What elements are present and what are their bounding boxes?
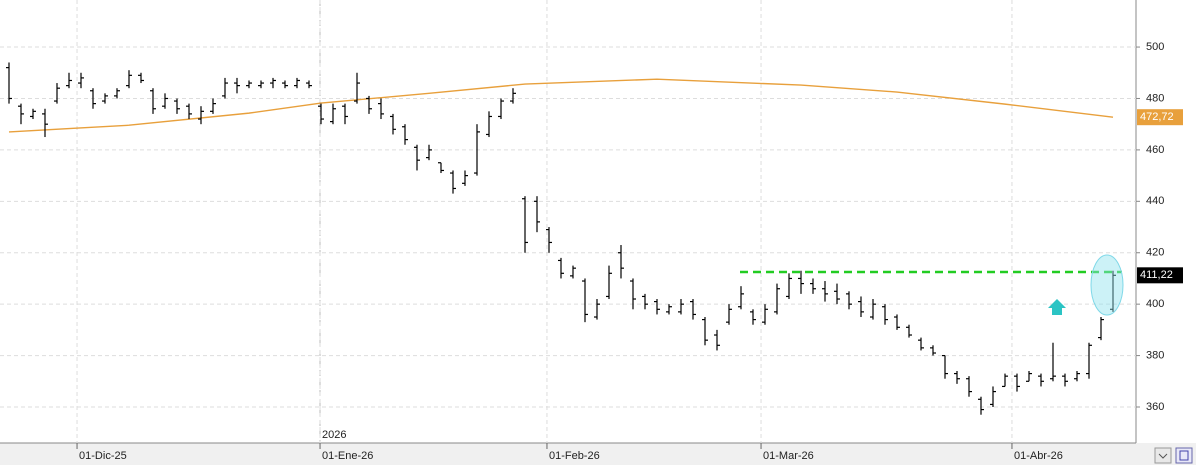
- up-arrow: [1048, 299, 1066, 315]
- x-tick-label: 01-Mar-26: [763, 450, 814, 462]
- button-icon: [1158, 453, 1168, 459]
- y-tick-label: 380: [1146, 349, 1164, 361]
- y-tick-label: 440: [1146, 195, 1164, 207]
- year-label: 2026: [322, 429, 346, 441]
- moving-average: [8, 78, 1114, 133]
- x-tick-label: 01-Feb-26: [549, 450, 600, 462]
- plot-area: [0, 0, 1136, 443]
- y-tick-label: 400: [1146, 298, 1164, 310]
- x-axis-band: [0, 443, 1196, 465]
- x-tick-label: 01-Dic-25: [79, 450, 127, 462]
- x-tick-label: 01-Abr-26: [1014, 450, 1063, 462]
- price-tag-label: 411,22: [1140, 269, 1173, 281]
- button-icon: [1179, 450, 1189, 461]
- y-tick-label: 420: [1146, 247, 1164, 259]
- price-tag-label: 472,72: [1140, 111, 1174, 123]
- save-button[interactable]: [1175, 447, 1193, 464]
- x-tick-label: 01-Ene-26: [322, 450, 373, 462]
- highlight: [1090, 254, 1124, 316]
- y-tick-label: 480: [1146, 92, 1164, 104]
- price-tag: [1137, 267, 1183, 284]
- y-tick-label: 500: [1146, 41, 1164, 53]
- scroll-button[interactable]: [1154, 447, 1172, 464]
- y-tick-label: 460: [1146, 144, 1164, 156]
- price-tag: [1137, 109, 1183, 126]
- y-tick-label: 360: [1146, 401, 1164, 413]
